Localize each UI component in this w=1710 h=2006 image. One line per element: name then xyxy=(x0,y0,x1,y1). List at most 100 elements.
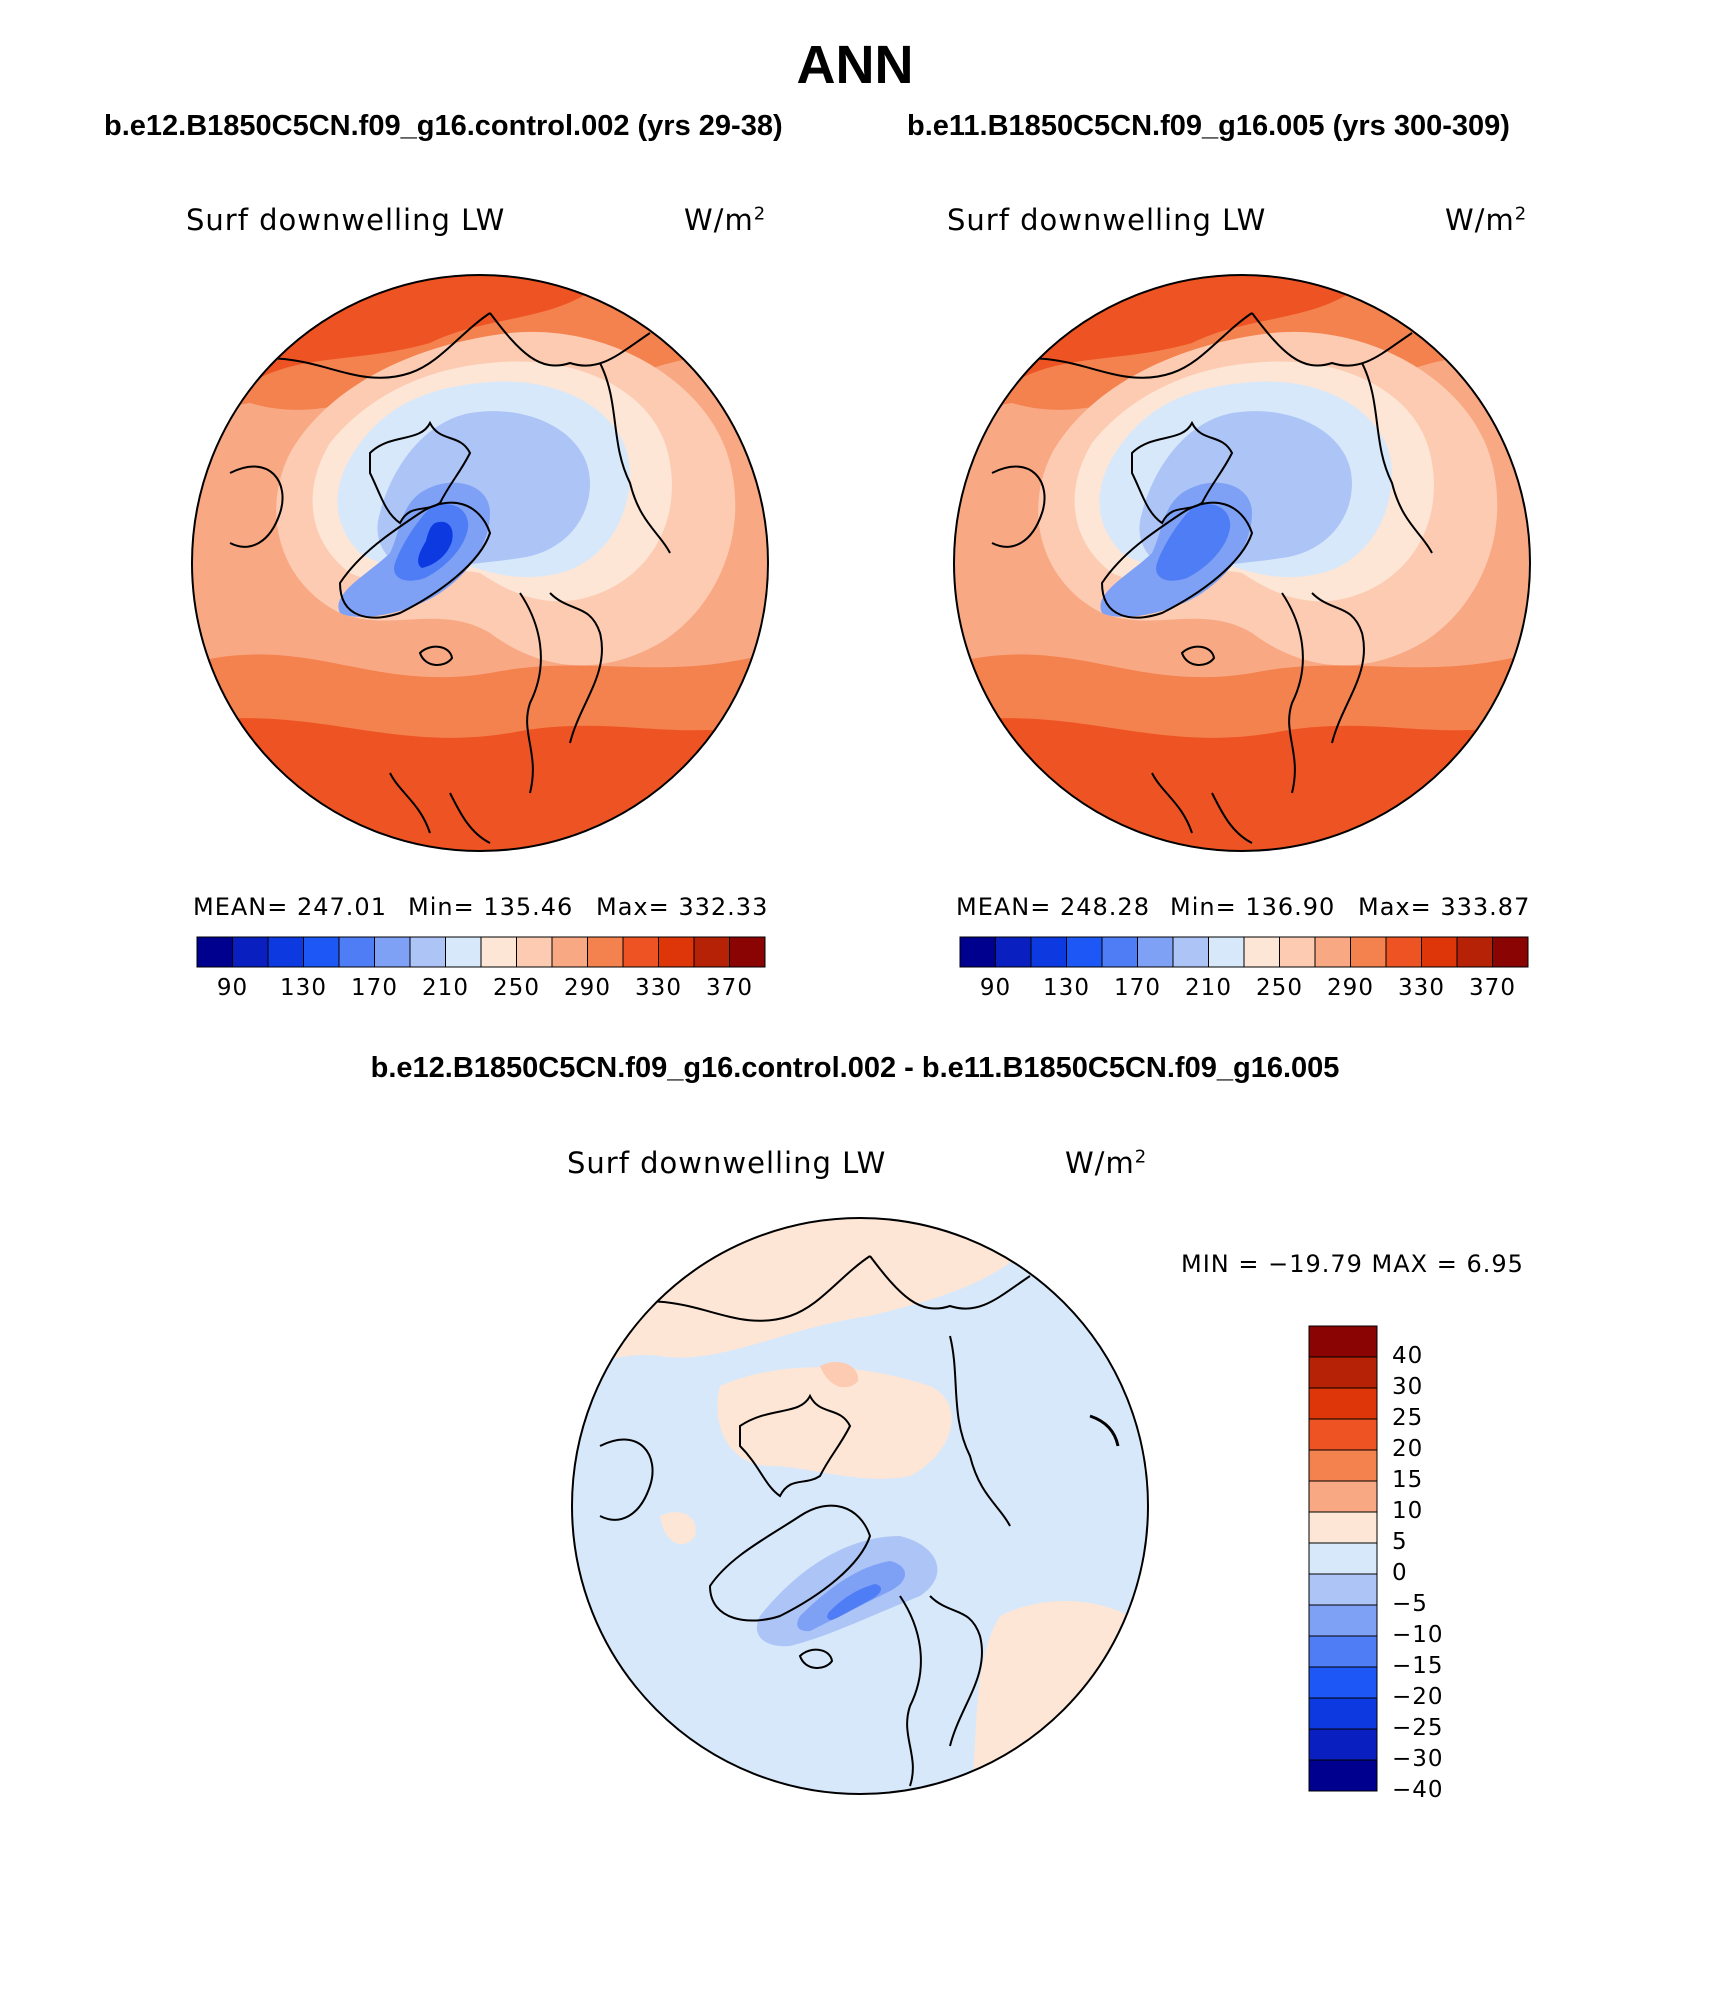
colorbar-swatch xyxy=(480,936,517,968)
difference-units-label: W/m2 xyxy=(1065,1146,1148,1180)
colorbar-tick-label: −5 xyxy=(1392,1591,1428,1617)
panel-1-max-stat: Max= 332.33 xyxy=(596,893,769,921)
colorbar-tick-label: 250 xyxy=(1256,975,1303,1001)
colorbar-tick-label: 250 xyxy=(493,975,540,1001)
colorbar-tick-label: 10 xyxy=(1392,1498,1424,1524)
colorbar-swatch xyxy=(1421,936,1458,968)
colorbar-swatch xyxy=(1243,936,1280,968)
colorbar-swatch xyxy=(1308,1759,1378,1792)
colorbar-swatch xyxy=(267,936,304,968)
colorbar-swatch xyxy=(1030,936,1067,968)
colorbar-swatch xyxy=(658,936,695,968)
colorbar-tick-label: 90 xyxy=(979,975,1012,1001)
colorbar-swatch xyxy=(1385,936,1422,968)
panel-1-mean-stat: MEAN= 247.01 xyxy=(193,893,387,921)
difference-polar-map xyxy=(571,1217,1149,1795)
colorbar-swatch xyxy=(1308,1356,1378,1389)
colorbar-swatch xyxy=(445,936,482,968)
panel-2-polar-map xyxy=(953,274,1531,852)
colorbar-swatch xyxy=(959,936,996,968)
panel-2-units-label: W/m2 xyxy=(1445,203,1528,237)
colorbar-swatch xyxy=(995,936,1032,968)
difference-colorbar xyxy=(1308,1325,1378,1792)
colorbar-tick-label: 290 xyxy=(1327,975,1374,1001)
colorbar-tick-label: −30 xyxy=(1392,1746,1444,1772)
colorbar-tick-label: −40 xyxy=(1392,1777,1444,1803)
panel-2-mean-stat: MEAN= 248.28 xyxy=(956,893,1150,921)
colorbar-swatch xyxy=(1308,1542,1378,1575)
colorbar-tick-label: 370 xyxy=(1469,975,1516,1001)
colorbar-swatch xyxy=(516,936,553,968)
difference-colorbar-ticks: 40 30 25 20 15 10 5 0 −5 −10 −15 −20 −25 −30 −40 xyxy=(1392,1326,1492,1803)
panel-1-colorbar xyxy=(196,936,766,968)
colorbar-tick-label: 170 xyxy=(1114,975,1161,1001)
panel-2-min-stat: Min= 136.90 xyxy=(1170,893,1336,921)
colorbar-swatch xyxy=(1314,936,1351,968)
colorbar-swatch xyxy=(338,936,375,968)
colorbar-swatch xyxy=(1308,1728,1378,1761)
colorbar-tick-label: 210 xyxy=(422,975,469,1001)
colorbar-tick-label: 40 xyxy=(1392,1343,1424,1369)
panel-1-units-label: W/m2 xyxy=(684,203,767,237)
colorbar-swatch xyxy=(1308,1604,1378,1637)
colorbar-swatch xyxy=(1308,1480,1378,1513)
colorbar-swatch xyxy=(729,936,766,968)
panel-2-variable-label: Surf downwelling LW xyxy=(947,203,1267,237)
colorbar-tick-label: 20 xyxy=(1392,1436,1424,1462)
colorbar-tick-label: −20 xyxy=(1392,1684,1444,1710)
colorbar-swatch xyxy=(1172,936,1209,968)
panel-1-polar-map xyxy=(191,274,769,852)
colorbar-swatch xyxy=(1456,936,1493,968)
colorbar-tick-label: 170 xyxy=(351,975,398,1001)
colorbar-swatch xyxy=(1308,1573,1378,1606)
colorbar-tick-label: 90 xyxy=(216,975,249,1001)
colorbar-tick-label: 25 xyxy=(1392,1405,1424,1431)
colorbar-tick-label: 210 xyxy=(1185,975,1232,1001)
colorbar-tick-label: 30 xyxy=(1392,1374,1424,1400)
colorbar-tick-label: 130 xyxy=(1043,975,1090,1001)
colorbar-tick-label: 330 xyxy=(1398,975,1445,1001)
difference-minmax-label: MIN = −19.79 MAX = 6.95 xyxy=(1181,1250,1524,1278)
colorbar-tick-label: 370 xyxy=(706,975,753,1001)
colorbar-swatch xyxy=(303,936,340,968)
panel-2-colorbar xyxy=(959,936,1529,968)
panel-1-min-stat: Min= 135.46 xyxy=(408,893,574,921)
colorbar-swatch xyxy=(1066,936,1103,968)
colorbar-swatch xyxy=(587,936,624,968)
difference-title: b.e12.B1850C5CN.f09_g16.control.002 - b.… xyxy=(370,1052,1340,1084)
difference-variable-label: Surf downwelling LW xyxy=(567,1146,887,1180)
colorbar-swatch xyxy=(1308,1325,1378,1358)
panel-1-variable-label: Surf downwelling LW xyxy=(186,203,506,237)
colorbar-swatch xyxy=(1492,936,1529,968)
colorbar-swatch xyxy=(1308,1418,1378,1451)
colorbar-swatch xyxy=(622,936,659,968)
colorbar-tick-label: 290 xyxy=(564,975,611,1001)
colorbar-swatch xyxy=(409,936,446,968)
colorbar-tick-label: 330 xyxy=(635,975,682,1001)
colorbar-swatch xyxy=(1308,1635,1378,1668)
colorbar-swatch xyxy=(1101,936,1138,968)
panel-1-case-title: b.e12.B1850C5CN.f09_g16.control.002 (yrs… xyxy=(104,110,783,142)
colorbar-swatch xyxy=(1137,936,1174,968)
colorbar-swatch xyxy=(1350,936,1387,968)
colorbar-swatch xyxy=(693,936,730,968)
panel-2-colorbar-ticks: 90 130 170 210 250 290 330 370 xyxy=(960,975,1528,1005)
page-title: ANN xyxy=(796,35,914,95)
panel-1-colorbar-ticks: 90 130 170 210 250 290 330 370 xyxy=(197,975,765,1005)
panel-2-max-stat: Max= 333.87 xyxy=(1358,893,1531,921)
colorbar-tick-label: 0 xyxy=(1392,1560,1408,1586)
colorbar-swatch xyxy=(1308,1697,1378,1730)
colorbar-swatch xyxy=(1279,936,1316,968)
colorbar-tick-label: −15 xyxy=(1392,1653,1444,1679)
colorbar-swatch xyxy=(196,936,233,968)
colorbar-swatch xyxy=(232,936,269,968)
colorbar-tick-label: 15 xyxy=(1392,1467,1424,1493)
colorbar-swatch xyxy=(1308,1449,1378,1482)
colorbar-swatch xyxy=(1208,936,1245,968)
colorbar-swatch xyxy=(1308,1511,1378,1544)
colorbar-swatch xyxy=(1308,1666,1378,1699)
colorbar-tick-label: −10 xyxy=(1392,1622,1444,1648)
colorbar-tick-label: −25 xyxy=(1392,1715,1444,1741)
colorbar-swatch xyxy=(551,936,588,968)
colorbar-swatch xyxy=(374,936,411,968)
